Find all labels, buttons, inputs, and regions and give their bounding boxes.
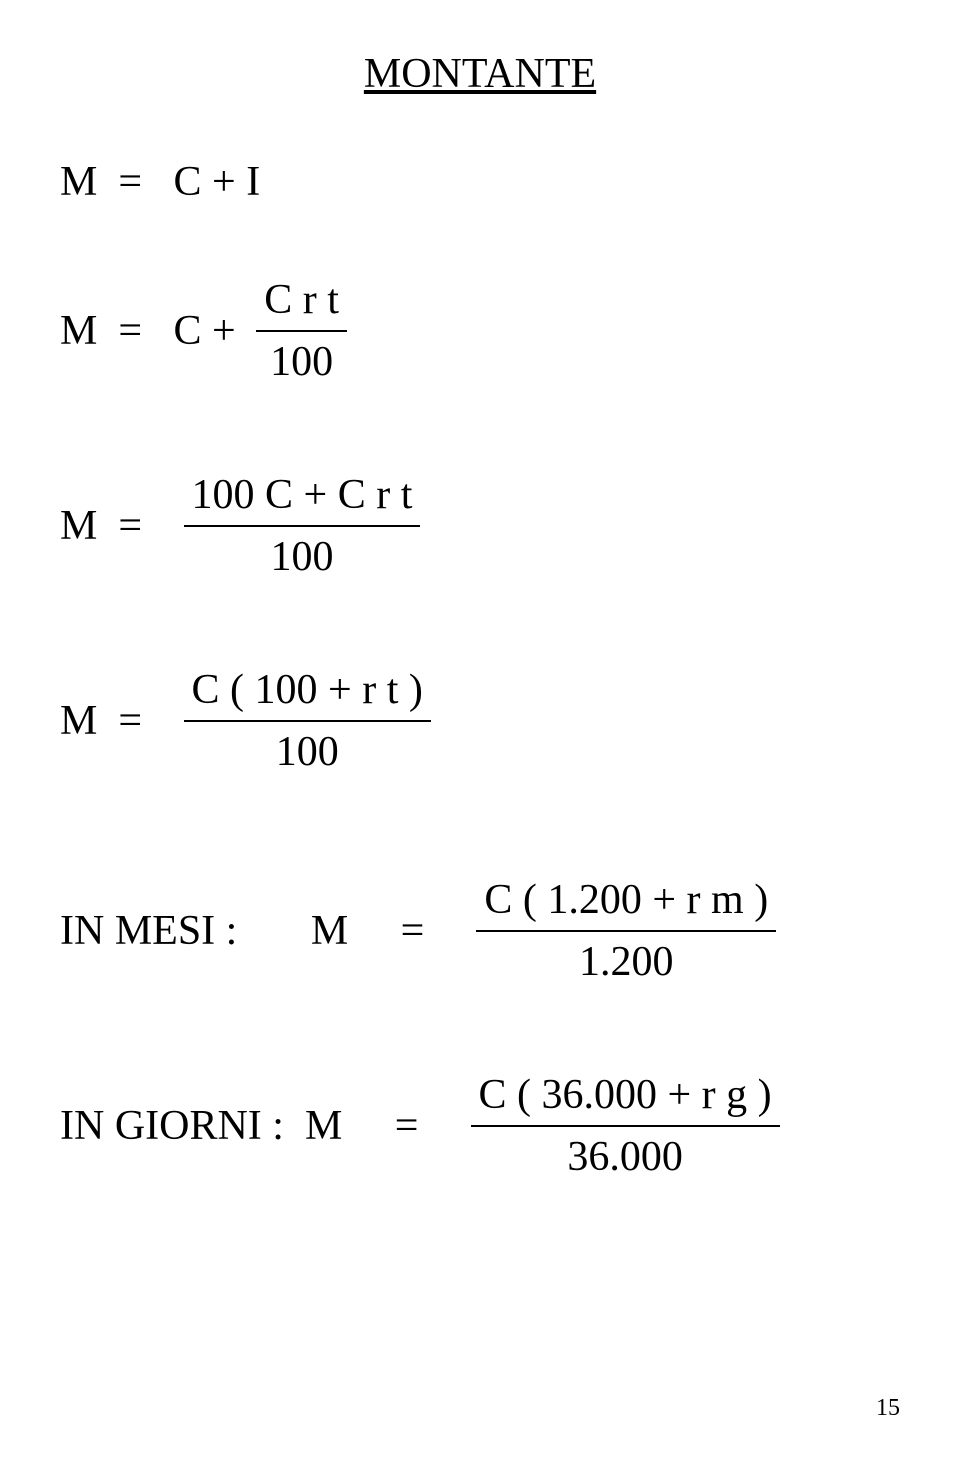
formula-3-lhs: M =	[60, 502, 174, 550]
formula-6: IN GIORNI : M = C ( 36.000 + r g ) 36.00…	[60, 1071, 900, 1181]
formula-6-denominator: 36.000	[559, 1127, 691, 1181]
formula-1-lhs: M = C + I	[60, 158, 260, 206]
formula-4: M = C ( 100 + r t ) 100	[60, 666, 900, 776]
page-title: MONTANTE	[60, 50, 900, 98]
formula-5: IN MESI : M = C ( 1.200 + r m ) 1.200	[60, 876, 900, 986]
formula-1: M = C + I	[60, 158, 900, 206]
formula-3-numerator: 100 C + C r t	[184, 471, 421, 525]
formula-5-lhs: IN MESI : M =	[60, 907, 466, 955]
formula-4-fraction: C ( 100 + r t ) 100	[184, 666, 431, 776]
formula-2-denominator: 100	[262, 332, 341, 386]
formula-2-fraction: C r t 100	[256, 276, 347, 386]
formula-6-lhs: IN GIORNI : M =	[60, 1102, 461, 1150]
formula-5-denominator: 1.200	[571, 932, 682, 986]
formula-3-fraction: 100 C + C r t 100	[184, 471, 421, 581]
formula-6-numerator: C ( 36.000 + r g )	[471, 1071, 780, 1125]
formula-4-denominator: 100	[268, 722, 347, 776]
formula-2-numerator: C r t	[256, 276, 347, 330]
formula-2-lhs: M = C +	[60, 307, 246, 355]
page-number: 15	[876, 1395, 900, 1422]
formula-3-denominator: 100	[262, 527, 341, 581]
formula-4-lhs: M =	[60, 697, 174, 745]
formula-5-fraction: C ( 1.200 + r m ) 1.200	[476, 876, 776, 986]
formula-3: M = 100 C + C r t 100	[60, 471, 900, 581]
formula-4-numerator: C ( 100 + r t )	[184, 666, 431, 720]
formula-6-fraction: C ( 36.000 + r g ) 36.000	[471, 1071, 780, 1181]
formula-5-numerator: C ( 1.200 + r m )	[476, 876, 776, 930]
formula-2: M = C + C r t 100	[60, 276, 900, 386]
